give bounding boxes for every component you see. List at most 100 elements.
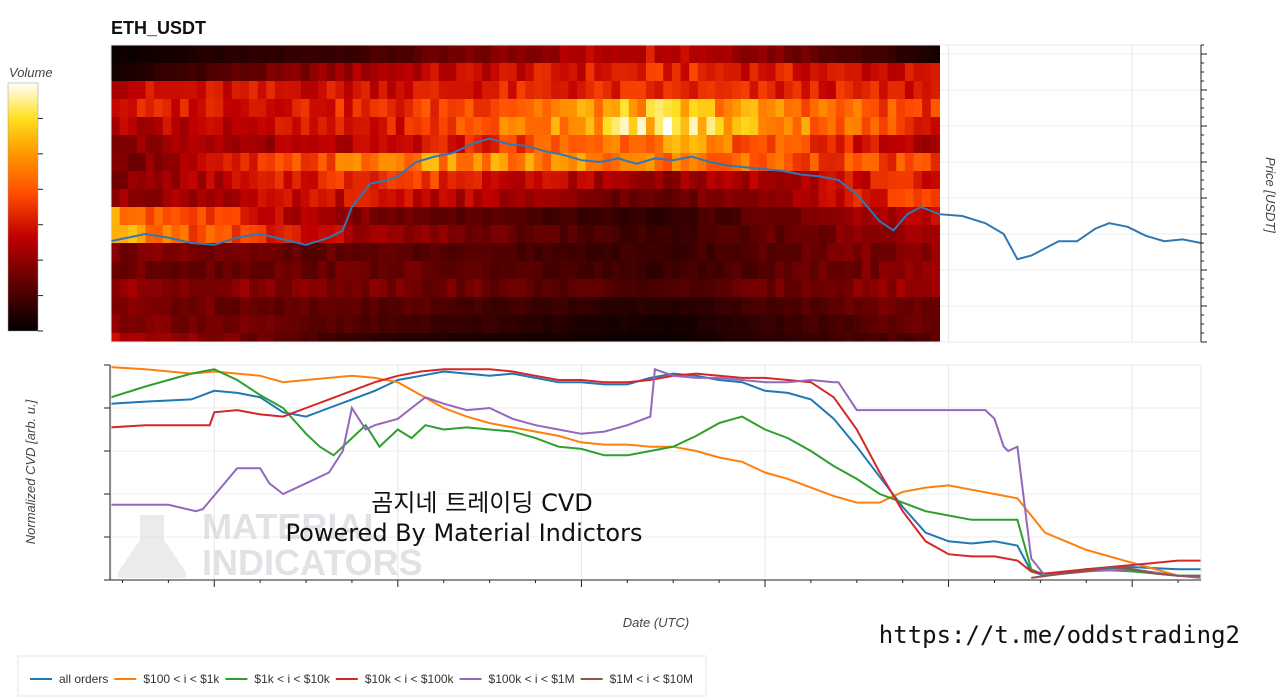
- heatmap-cell: [792, 81, 802, 100]
- heatmap-cell: [706, 315, 716, 334]
- heatmap-cell: [274, 171, 285, 190]
- heatmap-cell: [395, 153, 405, 172]
- heatmap-cell: [740, 207, 751, 226]
- heatmap-cell: [128, 171, 138, 190]
- heatmap-cell: [335, 207, 345, 226]
- heatmap-cell: [844, 153, 854, 172]
- heatmap-cell: [180, 135, 190, 154]
- heatmap-cell: [318, 207, 328, 226]
- heatmap-cell: [413, 189, 423, 208]
- heatmap-cell: [240, 261, 250, 280]
- heatmap-cell: [214, 315, 224, 334]
- heatmap-cell: [792, 117, 802, 136]
- heatmap-cell: [930, 99, 940, 118]
- heatmap-cell: [533, 171, 544, 190]
- heatmap-cell: [809, 117, 820, 136]
- heatmap-cell: [387, 135, 397, 154]
- heatmap-cell: [594, 297, 604, 316]
- heatmap-cell: [576, 99, 587, 118]
- heatmap-cell: [499, 135, 509, 154]
- heatmap-cell: [732, 81, 742, 100]
- heatmap-cell: [430, 207, 440, 226]
- heatmap-cell: [671, 45, 682, 64]
- heatmap-cell: [499, 117, 509, 136]
- heatmap-cell: [904, 297, 915, 316]
- heatmap-cell: [326, 117, 336, 136]
- heatmap-cell: [447, 63, 457, 82]
- heatmap-cell: [887, 63, 897, 82]
- heatmap-cell: [723, 99, 733, 118]
- heatmap-cell: [715, 189, 725, 208]
- heatmap-cell: [870, 243, 880, 262]
- heatmap-cell: [732, 171, 742, 190]
- heatmap-cell: [620, 333, 630, 342]
- heatmap-cell: [516, 171, 526, 190]
- heatmap-cell: [145, 135, 155, 154]
- heatmap-cell: [456, 315, 466, 334]
- heatmap-cell: [507, 279, 518, 298]
- heatmap-cell: [654, 243, 664, 262]
- cvd-line: [111, 368, 1201, 575]
- heatmap-cell: [904, 279, 915, 298]
- heatmap-cell: [663, 315, 673, 334]
- heatmap-cell: [896, 99, 906, 118]
- heatmap-cell: [904, 81, 915, 100]
- heatmap-cell: [697, 297, 708, 316]
- heatmap-cell: [611, 117, 621, 136]
- heatmap-cell: [792, 135, 802, 154]
- heatmap-cell: [231, 81, 242, 100]
- heatmap-cell: [128, 315, 138, 334]
- heatmap-cell: [456, 171, 466, 190]
- heatmap-cell: [749, 153, 759, 172]
- heatmap-cell: [620, 297, 630, 316]
- heatmap-cell: [335, 225, 345, 244]
- heatmap-cell: [913, 171, 923, 190]
- heatmap-cell: [715, 63, 725, 82]
- heatmap-cell: [861, 45, 871, 64]
- heatmap-cell: [930, 261, 940, 280]
- heatmap-cell: [758, 45, 768, 64]
- heatmap-cell: [594, 279, 604, 298]
- heatmap-cell: [499, 279, 509, 298]
- heatmap-cell: [611, 45, 621, 64]
- legend-label: $10k < i < $100k: [365, 672, 455, 686]
- heatmap-cell: [516, 63, 526, 82]
- heatmap-cell: [689, 171, 699, 190]
- heatmap-cell: [119, 225, 129, 244]
- heatmap-cell: [715, 243, 725, 262]
- heatmap-cell: [507, 81, 518, 100]
- heatmap-cell: [835, 63, 846, 82]
- telegram-link[interactable]: https://t.me/oddstrading2: [879, 621, 1240, 649]
- heatmap-cell: [602, 333, 613, 342]
- heatmap-cell: [162, 63, 173, 82]
- heatmap-cell: [697, 279, 708, 298]
- heatmap-cell: [482, 243, 492, 262]
- heatmap-cell: [516, 207, 526, 226]
- heatmap-cell: [559, 189, 569, 208]
- heatmap-cell: [473, 45, 483, 64]
- heatmap-cell: [214, 207, 224, 226]
- heatmap-cell: [913, 243, 923, 262]
- heatmap-cell: [507, 261, 518, 280]
- heatmap-cell: [585, 63, 595, 82]
- heatmap-cell: [628, 207, 638, 226]
- heatmap-cell: [827, 81, 837, 100]
- heatmap-cell: [205, 315, 216, 334]
- heatmap-cell: [136, 243, 147, 262]
- heatmap-cell: [827, 315, 837, 334]
- heatmap-cell: [568, 63, 578, 82]
- heatmap-cell: [904, 315, 915, 334]
- heatmap-cell: [542, 63, 552, 82]
- heatmap-cell: [343, 189, 354, 208]
- heatmap-cell: [870, 297, 880, 316]
- heatmap-cell: [136, 297, 147, 316]
- heatmap-cell: [525, 207, 535, 226]
- colorbar-ticks: [38, 117, 43, 332]
- heatmap-cell: [326, 261, 336, 280]
- heatmap-cell: [300, 207, 311, 226]
- heatmap-cell: [274, 189, 285, 208]
- heatmap-cell: [421, 315, 431, 334]
- heatmap-cell: [715, 153, 725, 172]
- heatmap-cell: [913, 45, 923, 64]
- heatmap-cell: [352, 207, 362, 226]
